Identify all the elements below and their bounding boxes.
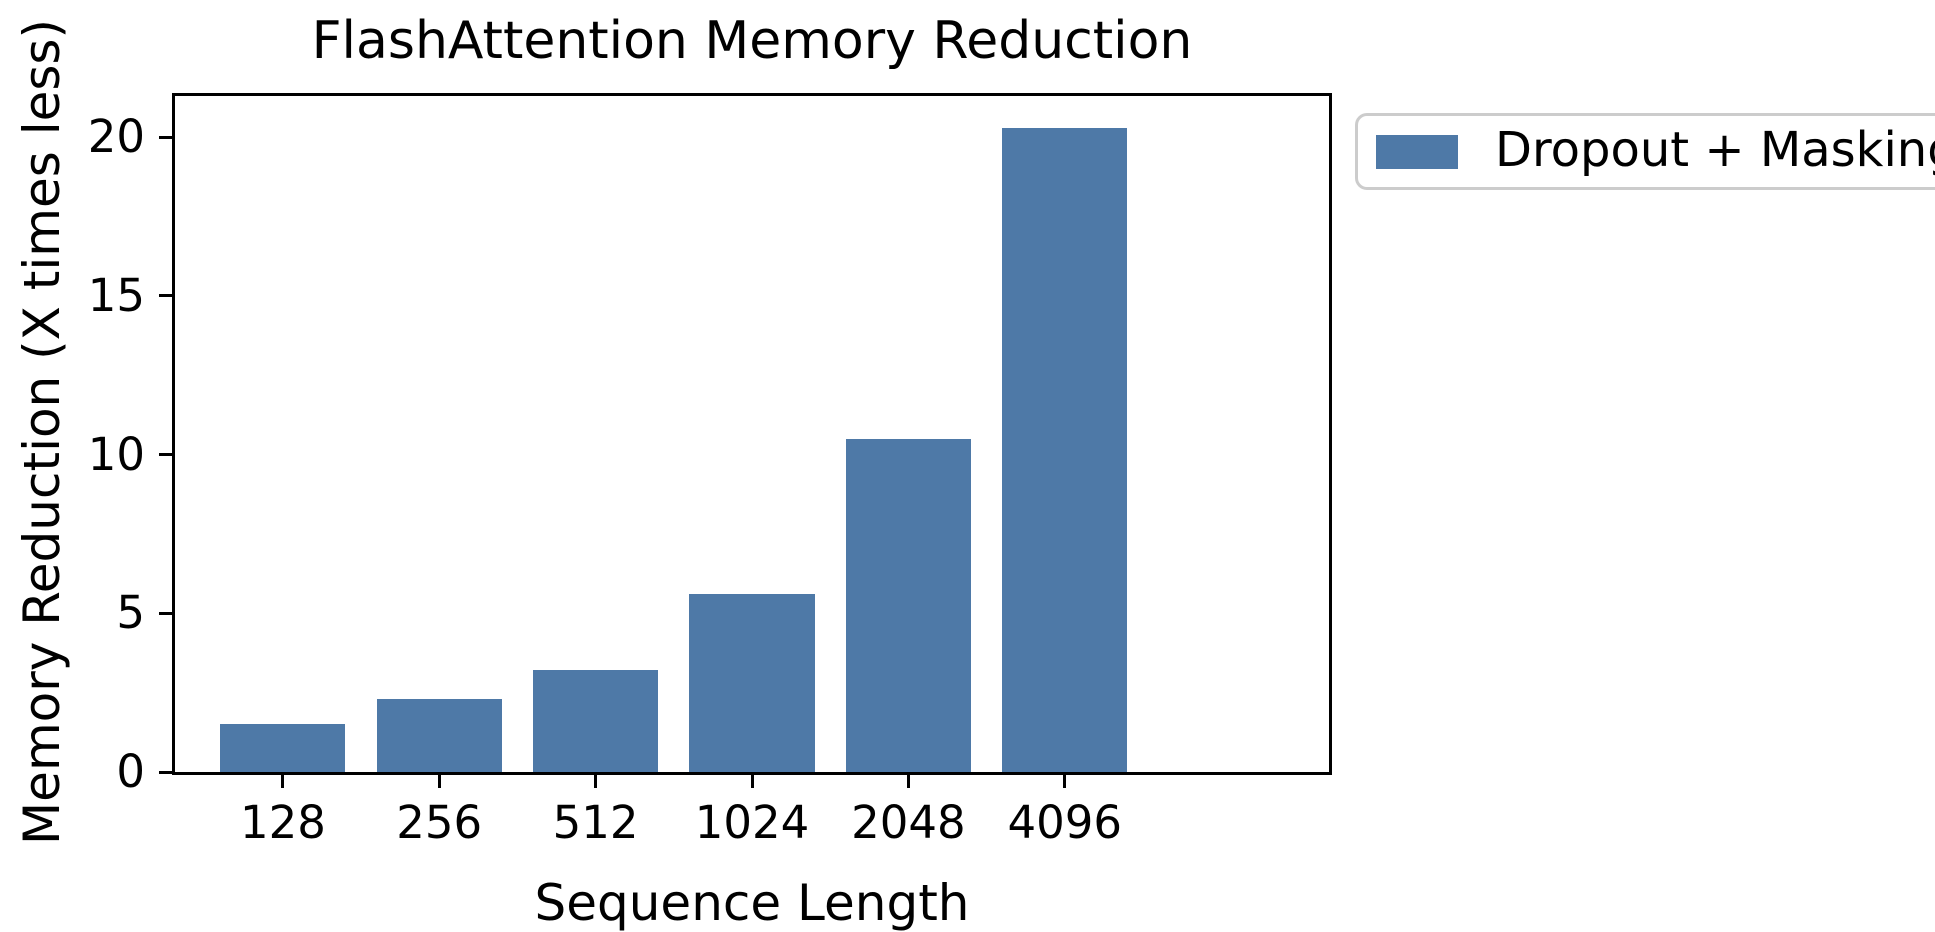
bar	[1002, 127, 1128, 772]
legend-swatch-icon	[1376, 134, 1458, 169]
x-tick	[750, 775, 754, 788]
y-tick	[159, 453, 172, 457]
x-tick-label: 256	[396, 796, 483, 849]
y-tick	[159, 770, 172, 774]
legend-label: Dropout + Masking	[1495, 121, 1935, 178]
x-tick	[281, 775, 285, 788]
x-tick-label: 1024	[694, 796, 810, 849]
bars-layer	[175, 96, 1329, 772]
y-tick	[159, 135, 172, 139]
x-tick	[906, 775, 910, 788]
x-axis-label: Sequence Length	[534, 874, 970, 932]
y-tick-label: 20	[87, 110, 145, 164]
x-tick	[594, 775, 598, 788]
bar	[220, 724, 346, 772]
x-tick	[1063, 775, 1067, 788]
x-tick-label: 4096	[1007, 796, 1122, 849]
y-tick	[159, 611, 172, 615]
x-tick	[437, 775, 441, 788]
bar	[689, 594, 815, 772]
bar	[845, 438, 971, 772]
y-tick-label: 0	[116, 745, 145, 798]
y-tick	[159, 294, 172, 298]
legend: Dropout + Masking	[1355, 113, 1935, 190]
x-tick-label: 128	[239, 796, 326, 849]
y-tick-label: 15	[87, 268, 145, 322]
chart-title: FlashAttention Memory Reduction	[311, 11, 1193, 71]
bar	[376, 699, 502, 772]
x-tick-label: 512	[552, 796, 639, 849]
y-tick-label: 5	[116, 586, 145, 640]
bar	[533, 670, 659, 772]
x-tick-label: 2048	[851, 796, 966, 849]
y-tick-label: 10	[87, 427, 145, 481]
